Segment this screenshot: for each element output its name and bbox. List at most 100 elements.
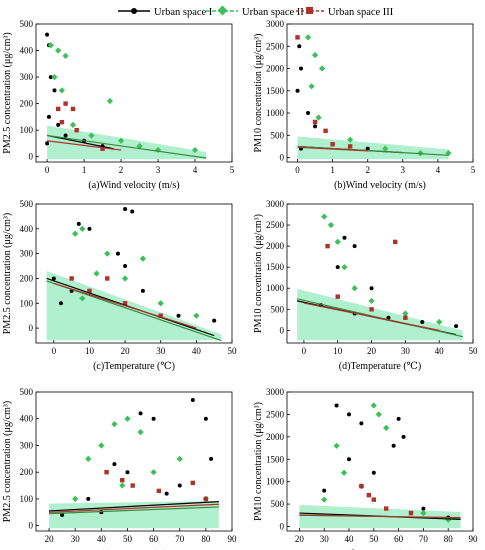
x-tick-label: 50 — [228, 346, 238, 356]
trendline-urban-space-2 — [297, 145, 449, 156]
point-urban-space-2 — [370, 402, 377, 409]
x-tick-label: 0 — [52, 346, 57, 356]
y-tick-label: 2500 — [266, 409, 285, 419]
point-urban-space-1 — [352, 244, 357, 249]
point-urban-space-1 — [190, 398, 195, 403]
point-urban-space-2 — [150, 469, 157, 476]
trendline-urban-space-3 — [299, 514, 461, 519]
point-urban-space-2 — [308, 83, 315, 90]
y-tick-label: 0 — [280, 153, 285, 163]
point-urban-space-3 — [347, 144, 353, 149]
point-urban-space-3 — [330, 141, 335, 147]
legend-item-2: Urban space II — [206, 5, 304, 18]
y-tick-label: 1500 — [266, 86, 285, 96]
point-urban-space-2 — [327, 221, 335, 229]
y-tick-label: 400 — [20, 224, 34, 234]
point-urban-space-1 — [369, 286, 374, 291]
y-tick-label: 500 — [20, 387, 34, 397]
point-urban-space-3 — [74, 127, 79, 133]
point-urban-space-2 — [124, 415, 131, 422]
y-tick-label: 100 — [20, 494, 34, 504]
x-tick-label: 50 — [123, 534, 133, 544]
panel-b: 0 500 1000 1500 2000 2500 3000 0 1 2 3 4 5 (b)Wind ve… — [253, 19, 476, 191]
y-tick-label: 100 — [20, 125, 34, 135]
y-tick-label: 2000 — [266, 64, 285, 74]
point-urban-space-1 — [347, 457, 351, 462]
point-urban-space-2 — [193, 312, 200, 319]
point-urban-space-3 — [122, 301, 128, 306]
y-tick-label: 0 — [29, 323, 34, 333]
point-urban-space-3 — [100, 146, 105, 151]
point-urban-space-1 — [176, 313, 181, 318]
y-tick-label: 300 — [20, 440, 34, 450]
dense-points-band — [297, 288, 463, 341]
legend-item-1: Urban space I — [118, 7, 213, 18]
point-urban-space-3 — [55, 106, 61, 112]
y-axis-label: PM10 concentration (μg/cm³) — [253, 402, 264, 521]
point-urban-space-2 — [402, 310, 409, 317]
point-urban-space-1 — [359, 421, 364, 426]
point-urban-space-1 — [115, 251, 120, 256]
y-tick-label: 500 — [20, 19, 34, 29]
x-tick-label: 0 — [45, 165, 50, 175]
point-urban-space-2 — [55, 47, 62, 54]
point-urban-space-1 — [86, 496, 91, 501]
point-urban-space-1 — [401, 434, 406, 439]
y-tick-label: 300 — [20, 72, 34, 82]
point-urban-space-1 — [365, 146, 370, 151]
point-urban-space-1 — [347, 412, 351, 417]
point-urban-space-2 — [315, 114, 322, 121]
plot-frame — [286, 203, 474, 344]
y-tick-label: 2500 — [266, 41, 285, 51]
x-tick-label: 5 — [230, 165, 235, 175]
point-urban-space-2 — [93, 270, 100, 277]
x-tick-label: 40 — [97, 534, 107, 544]
point-urban-space-1 — [212, 318, 217, 323]
x-tick-label: 5 — [471, 165, 476, 175]
point-urban-space-1 — [342, 235, 347, 240]
x-tick-label: 4 — [193, 165, 198, 175]
x-tick-label: 10 — [85, 346, 95, 356]
trendline-urban-space-3 — [49, 503, 219, 513]
plot-frame — [286, 391, 474, 532]
y-tick-label: 200 — [20, 273, 34, 283]
plot-frame — [286, 23, 474, 163]
x-axis-label: (a)Wind velocity (m/s) — [88, 180, 179, 191]
point-urban-space-2 — [111, 420, 118, 428]
point-urban-space-1 — [396, 416, 401, 421]
point-urban-space-3 — [104, 469, 109, 475]
point-urban-space-1 — [48, 75, 53, 80]
y-axis-label: PM2.5 concentration (μg/cm³) — [2, 401, 13, 522]
point-urban-space-1 — [138, 411, 143, 416]
point-urban-space-2 — [368, 297, 375, 304]
point-urban-space-1 — [421, 506, 426, 511]
point-urban-space-1 — [313, 124, 318, 129]
trendline-urban-space-2 — [297, 298, 463, 338]
dense-points-band — [46, 270, 222, 341]
point-urban-space-2 — [51, 73, 58, 81]
point-urban-space-2 — [176, 455, 183, 462]
x-tick-label: 1 — [82, 165, 87, 175]
y-tick-label: 200 — [20, 99, 34, 109]
point-urban-space-2 — [318, 65, 326, 72]
x-tick-label: 20 — [121, 346, 131, 356]
point-urban-space-1 — [130, 209, 135, 214]
y-tick-label: 500 — [271, 499, 285, 509]
point-urban-space-2 — [62, 52, 69, 59]
plot-frame — [35, 391, 233, 532]
y-tick-label: 1500 — [266, 454, 285, 464]
y-tick-label: 300 — [20, 249, 34, 259]
trendline-urban-space-1 — [49, 500, 219, 512]
y-axis-label: PM2.5 concentration (μg/cm³) — [2, 32, 13, 153]
point-urban-space-1 — [76, 221, 81, 226]
point-urban-space-1 — [209, 456, 214, 461]
point-urban-space-3 — [335, 294, 340, 299]
point-urban-space-1 — [306, 111, 311, 116]
point-urban-space-1 — [125, 470, 130, 475]
point-urban-space-3 — [393, 239, 398, 245]
y-tick-label: 400 — [20, 414, 34, 424]
y-axis-label: PM2.5 concentration (μg/cm³) — [2, 213, 13, 334]
x-tick-label: 80 — [201, 534, 211, 544]
point-urban-space-2 — [121, 275, 129, 282]
point-urban-space-1 — [56, 122, 61, 127]
